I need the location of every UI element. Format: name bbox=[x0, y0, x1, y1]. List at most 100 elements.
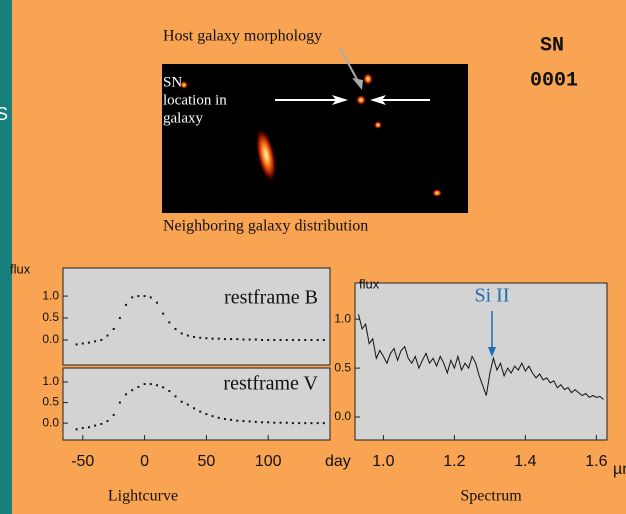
data-point bbox=[217, 337, 220, 340]
plot-area bbox=[354, 282, 608, 441]
data-point bbox=[106, 334, 109, 337]
data-point bbox=[87, 341, 90, 344]
y-tick-label: 1.0 bbox=[334, 311, 351, 325]
x-axis-label: µm bbox=[613, 461, 626, 478]
data-point bbox=[205, 337, 208, 340]
data-point bbox=[106, 420, 109, 423]
data-point bbox=[155, 384, 158, 387]
data-point bbox=[205, 413, 208, 416]
data-point bbox=[279, 338, 282, 341]
data-point bbox=[211, 415, 214, 418]
data-point bbox=[211, 337, 214, 340]
x-tick-label: 1.2 bbox=[443, 453, 465, 470]
data-point bbox=[168, 321, 171, 324]
y-tick-label: 0.5 bbox=[42, 395, 59, 409]
data-point bbox=[81, 427, 84, 430]
spectrum-line bbox=[358, 314, 604, 400]
data-point bbox=[261, 338, 264, 341]
data-point bbox=[310, 422, 313, 425]
data-point bbox=[118, 317, 121, 320]
data-point bbox=[254, 338, 257, 341]
chart-caption: Lightcurve bbox=[108, 488, 178, 505]
data-point bbox=[94, 340, 97, 343]
y-tick-label: 0.5 bbox=[334, 360, 351, 374]
plots: 1.0 0.5 0.0 flux restframe B 1.0 0.5 0.0 -50 0 50 1… bbox=[10, 261, 626, 504]
data-point bbox=[137, 295, 140, 298]
data-point bbox=[242, 420, 245, 423]
plot-area bbox=[62, 267, 331, 366]
data-point bbox=[162, 386, 165, 389]
data-point bbox=[230, 418, 233, 421]
x-axis-label: day bbox=[325, 453, 351, 470]
image-title: Host galaxy morphology bbox=[163, 28, 322, 45]
data-point bbox=[149, 383, 152, 386]
data-point bbox=[291, 338, 294, 341]
sn-id: 0001 bbox=[530, 69, 578, 92]
data-point bbox=[261, 421, 264, 424]
x-tick-label: 1.6 bbox=[585, 453, 607, 470]
chart-caption: Spectrum bbox=[460, 488, 522, 505]
data-point bbox=[112, 413, 115, 416]
y-tick-label: 1.0 bbox=[42, 288, 59, 302]
data-point bbox=[199, 410, 202, 413]
x-tick-label: 1.4 bbox=[514, 453, 536, 470]
annotation: Si II bbox=[475, 285, 510, 307]
x-tick-label: 100 bbox=[255, 453, 282, 470]
data-point bbox=[248, 420, 251, 423]
data-point bbox=[285, 338, 288, 341]
plot-area bbox=[62, 367, 331, 441]
data-point bbox=[298, 422, 301, 425]
location-label: SN bbox=[163, 74, 182, 90]
data-point bbox=[236, 338, 239, 341]
data-point bbox=[131, 296, 134, 299]
data-point bbox=[322, 422, 325, 425]
data-point bbox=[310, 338, 313, 341]
data-point bbox=[155, 301, 158, 304]
location-label: location in bbox=[163, 92, 227, 108]
data-point bbox=[168, 390, 171, 393]
data-point bbox=[180, 400, 183, 403]
x-tick-label: 0 bbox=[140, 453, 149, 470]
data-point bbox=[118, 401, 121, 404]
data-point bbox=[279, 421, 282, 424]
data-point bbox=[316, 422, 319, 425]
legend-label: restframe V bbox=[223, 373, 318, 395]
data-point bbox=[273, 421, 276, 424]
data-point bbox=[254, 420, 257, 423]
data-point bbox=[125, 393, 128, 396]
data-point bbox=[223, 338, 226, 341]
data-point bbox=[174, 395, 177, 398]
data-point bbox=[174, 328, 177, 331]
galaxy-image bbox=[162, 47, 468, 213]
data-point bbox=[143, 383, 146, 386]
data-point bbox=[162, 312, 165, 315]
data-point bbox=[316, 338, 319, 341]
data-point bbox=[193, 407, 196, 410]
y-tick-label: 0.0 bbox=[42, 415, 59, 429]
data-point bbox=[131, 389, 134, 392]
sn-label: SN bbox=[540, 34, 564, 57]
data-point bbox=[236, 419, 239, 422]
x-tick-label: 50 bbox=[197, 453, 215, 470]
data-point bbox=[217, 416, 220, 419]
annotation-arrowhead bbox=[488, 347, 496, 357]
location-label: galaxy bbox=[163, 110, 203, 126]
x-tick-label: -50 bbox=[71, 453, 94, 470]
data-point bbox=[94, 424, 97, 427]
edge-text: S bbox=[0, 104, 8, 124]
data-point bbox=[199, 336, 202, 339]
data-point bbox=[242, 338, 245, 341]
data-point bbox=[87, 426, 90, 429]
x-tick-label: 1.0 bbox=[372, 453, 394, 470]
data-point bbox=[186, 334, 189, 337]
data-point bbox=[291, 422, 294, 425]
data-point bbox=[143, 295, 146, 298]
data-point bbox=[223, 418, 226, 421]
y-tick-label: 1.0 bbox=[42, 374, 59, 388]
data-point bbox=[75, 343, 78, 346]
data-point bbox=[230, 338, 233, 341]
legend-label: restframe B bbox=[224, 287, 318, 309]
data-point bbox=[285, 421, 288, 424]
image-caption: Neighboring galaxy distribution bbox=[163, 218, 368, 235]
data-point bbox=[75, 428, 78, 431]
